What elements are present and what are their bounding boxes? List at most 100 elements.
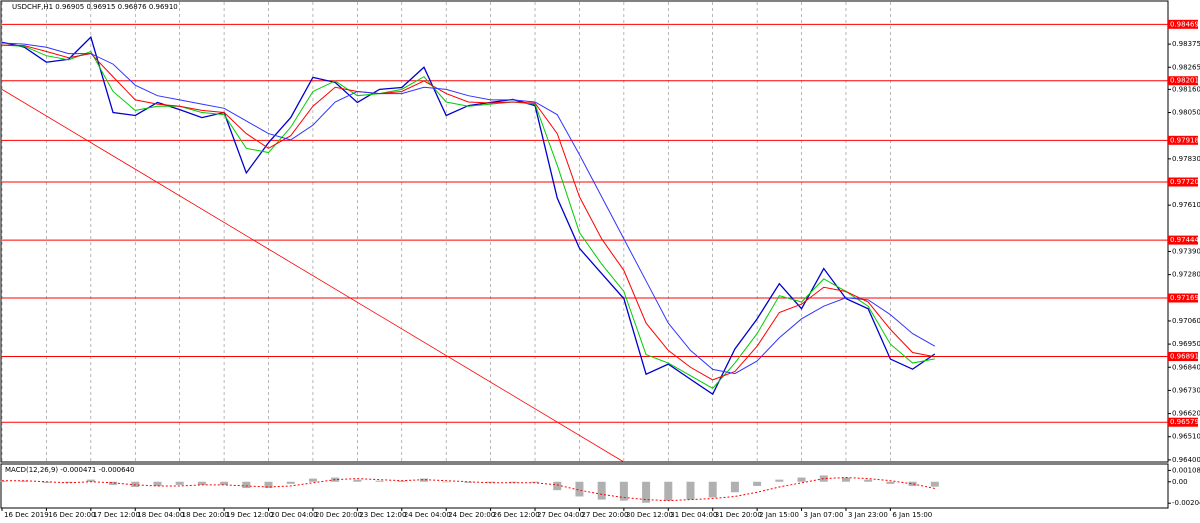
x-tick-label: 3 Jan 23:00 (848, 511, 888, 519)
level-label: 0.96891 (1170, 353, 1199, 361)
price-line (1, 35, 936, 396)
y-tick-label: 0.97610 (1172, 201, 1200, 209)
level-tag (1168, 235, 1198, 245)
x-tick-label: 31 Dec 04:00 (670, 511, 717, 519)
macd-bar (464, 481, 473, 483)
macd-signal (2, 477, 935, 502)
y-tick-label: 0.001081 (1172, 466, 1200, 474)
y-tick-label: 0.97280 (1172, 271, 1200, 279)
x-tick-label: 24 Dec 04:00 (404, 511, 451, 519)
macd-bar (575, 481, 584, 497)
moving-average (1, 44, 935, 389)
level-tag (1168, 352, 1198, 362)
macd-bar (86, 479, 95, 482)
x-tick-label: 20 Dec 04:00 (271, 511, 318, 519)
x-tick-label: 18 Dec 04:00 (137, 511, 184, 519)
y-tick-label: 0.96730 (1172, 386, 1200, 394)
macd-bar (864, 479, 873, 482)
x-tick-label: 23 Dec 12:00 (359, 511, 406, 519)
macd-bar (797, 477, 806, 482)
macd-bar (308, 478, 317, 482)
macd-bar (886, 481, 895, 484)
y-tick-label: 0.97060 (1172, 317, 1200, 325)
level-label: 0.96579 (1170, 418, 1199, 426)
macd-bar (220, 481, 229, 485)
y-tick-label: 0.96510 (1172, 433, 1200, 441)
y-tick-label: 0.98160 (1172, 85, 1200, 93)
x-tick-label: 17 Dec 12:00 (93, 511, 140, 519)
macd-bar (819, 475, 828, 482)
x-tick-label: 16 Dec 2019 (4, 511, 49, 519)
macd-panel (0, 463, 1169, 509)
x-tick-label: 3 Jan 07:00 (804, 511, 844, 519)
y-tick-label: 0.97830 (1172, 155, 1200, 163)
macd-bar (664, 481, 673, 501)
x-tick-label: 26 Dec 12:00 (493, 511, 540, 519)
level-label: 0.98201 (1170, 77, 1199, 85)
x-tick-label: 19 Dec 12:00 (226, 511, 273, 519)
y-tick-label: 0.98375 (1172, 40, 1200, 48)
macd-bar (131, 481, 140, 487)
level-label: 0.97444 (1170, 236, 1199, 244)
macd-bar (242, 481, 251, 489)
level-tag (1168, 76, 1198, 86)
macd-bar (375, 480, 384, 482)
level-tag (1168, 293, 1198, 303)
macd-bar (0, 480, 6, 482)
macd-bar (20, 480, 29, 482)
level-label: 0.98469 (1170, 20, 1199, 28)
y-tick-label: 0.97390 (1172, 247, 1200, 255)
moving-average (1, 44, 935, 381)
y-tick-label: 0.00 (1172, 478, 1188, 486)
x-tick-label: 24 Dec 20:00 (448, 511, 495, 519)
macd-title: MACD(12,26,9) -0.000471 -0.000640 (5, 466, 134, 474)
x-tick-label: 31 Dec 20:00 (715, 511, 762, 519)
macd-bar (908, 481, 917, 486)
level-tag (1168, 177, 1198, 187)
level-label: 0.97918 (1170, 136, 1199, 144)
macd-bar (642, 481, 651, 503)
macd-bar (553, 481, 562, 491)
x-tick-label: 27 Dec 20:00 (581, 511, 628, 519)
x-tick-label: 18 Dec 20:00 (182, 511, 229, 519)
macd-bar (686, 481, 695, 500)
macd-bar (442, 481, 451, 483)
y-tick-label: -0.002043 (1172, 499, 1200, 507)
macd-bar (841, 477, 850, 482)
x-tick-label: 2 Jan 15:00 (759, 511, 799, 519)
macd-bar (42, 481, 51, 483)
y-tick-label: 0.98050 (1172, 109, 1200, 117)
x-tick-label: 16 Dec 20:00 (48, 511, 95, 519)
macd-bar (64, 481, 73, 483)
macd-bar (753, 481, 762, 486)
macd-bar (730, 481, 739, 493)
x-tick-label: 6 Jan 15:00 (892, 511, 932, 519)
macd-bar (531, 481, 540, 483)
chart-title: USDCHF,H1 0.96905 0.96915 0.96876 0.9691… (12, 3, 178, 11)
x-tick-label: 20 Dec 20:00 (315, 511, 362, 519)
macd-bar (153, 481, 162, 486)
level-label: 0.97169 (1170, 294, 1199, 302)
y-tick-label: 0.96840 (1172, 363, 1200, 371)
level-tag (1168, 19, 1198, 29)
macd-bar (264, 481, 273, 489)
macd-bar (419, 478, 428, 482)
macd-bar (930, 481, 939, 487)
trend-line (1, 89, 625, 463)
level-tag (1168, 417, 1198, 427)
macd-bar (175, 481, 184, 485)
macd-bar (397, 480, 406, 482)
macd-bar (508, 481, 517, 483)
x-tick-label: 30 Dec 12:00 (626, 511, 673, 519)
macd-bar (197, 481, 206, 485)
macd-bar (486, 481, 495, 483)
moving-average (1, 42, 936, 375)
x-tick-label: 27 Dec 04:00 (537, 511, 584, 519)
y-tick-label: 0.96620 (1172, 410, 1200, 418)
macd-bar (286, 481, 295, 484)
level-label: 0.97720 (1170, 178, 1199, 186)
main-panel (0, 0, 1169, 463)
y-tick-label: 0.96400 (1172, 456, 1200, 464)
level-tag (1168, 135, 1198, 145)
